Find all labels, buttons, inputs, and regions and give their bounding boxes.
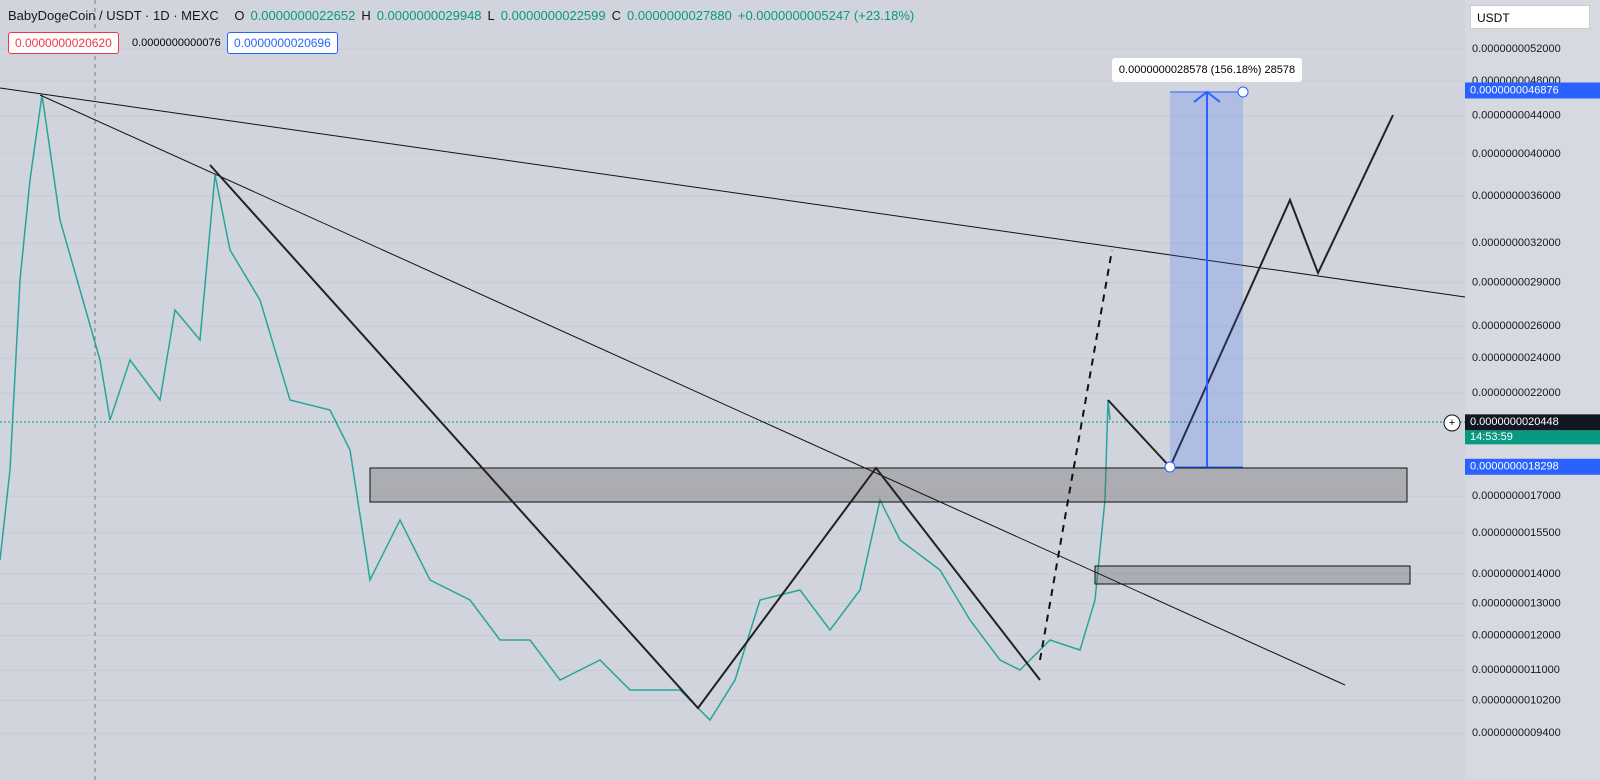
value: 0.0000000022652 xyxy=(250,8,356,23)
marker-label: 0.0000000018298 xyxy=(1470,461,1559,473)
tick-label: 0.0000000009400 xyxy=(1472,727,1561,739)
tick-label: 0.0000000044000 xyxy=(1472,110,1561,122)
buy-button[interactable]: 0.0000000020696 xyxy=(227,32,338,54)
label: C xyxy=(611,8,622,23)
tick-label: 0.0000000017000 xyxy=(1472,490,1561,502)
tick-label: 0.0000000014000 xyxy=(1472,568,1561,580)
axis-bg xyxy=(1465,0,1600,780)
trendline xyxy=(39,94,1346,686)
tick-label: 0.0000000010200 xyxy=(1472,694,1561,706)
tick-label: 0.0000000040000 xyxy=(1472,148,1561,160)
zone xyxy=(1094,565,1411,585)
price-axis: 0.00000000520000.00000000480000.00000000… xyxy=(0,43,1600,739)
price-path xyxy=(0,94,1111,722)
pattern xyxy=(209,164,1041,710)
label: L xyxy=(487,8,495,23)
tick-label: 0.0000000011000 xyxy=(1472,664,1560,676)
price-marker xyxy=(1465,458,1600,475)
tick-label: 0.0000000013000 xyxy=(1472,597,1561,609)
marker-label: 0.0000000046876 xyxy=(1470,84,1559,96)
price-marker xyxy=(1465,414,1600,431)
add-button[interactable] xyxy=(1443,414,1461,432)
value: 0.0000000027880 xyxy=(627,8,732,23)
projection xyxy=(1107,114,1394,469)
label: H xyxy=(361,8,371,23)
value: 0.0000000022599 xyxy=(500,8,606,23)
trendline xyxy=(0,87,1466,298)
tick-label: 0.0000000022000 xyxy=(1472,387,1561,399)
symbol[interactable]: BabyDogeCoin / USDT · 1D · MEXC xyxy=(8,8,219,23)
measure-label: 0.0000000028578 (156.18%) 28578 xyxy=(1119,64,1295,76)
tick-label: 0.0000000032000 xyxy=(1472,237,1561,249)
sell-button[interactable]: 0.0000000020620 xyxy=(8,32,119,54)
countdown: 14:53:59 xyxy=(1470,431,1513,443)
value: 0.0000000029948 xyxy=(376,8,482,23)
tick-label: 0.0000000024000 xyxy=(1472,352,1561,364)
tick-label: 0.0000000012000 xyxy=(1472,629,1561,641)
spread: 0.0000000000076 xyxy=(132,37,221,49)
countdown-bg xyxy=(1465,430,1600,445)
handle[interactable] xyxy=(1164,461,1176,473)
tick-label: 0.0000000029000 xyxy=(1472,276,1561,288)
projection xyxy=(1039,249,1113,661)
currency-select[interactable]: USDT xyxy=(1470,5,1590,29)
tick-label: 0.0000000015500 xyxy=(1472,527,1561,539)
tick-label: 0.0000000026000 xyxy=(1472,320,1561,332)
change: +0.0000000005247 (+23.18%) xyxy=(737,8,915,23)
tick-label: 0.0000000036000 xyxy=(1472,190,1561,202)
add-icon[interactable]: + xyxy=(1449,417,1455,429)
tick-label: 0.0000000052000 xyxy=(1472,43,1561,55)
measure-box xyxy=(1112,58,1302,82)
legend: BabyDogeCoin / USDT · 1D · MEXC O 0.00000… xyxy=(8,8,914,23)
handle[interactable] xyxy=(1237,86,1249,98)
price-marker xyxy=(1465,82,1600,99)
label: O xyxy=(234,8,245,23)
plot-bg xyxy=(0,0,1465,780)
marker-label: 0.0000000020448 xyxy=(1470,416,1559,428)
